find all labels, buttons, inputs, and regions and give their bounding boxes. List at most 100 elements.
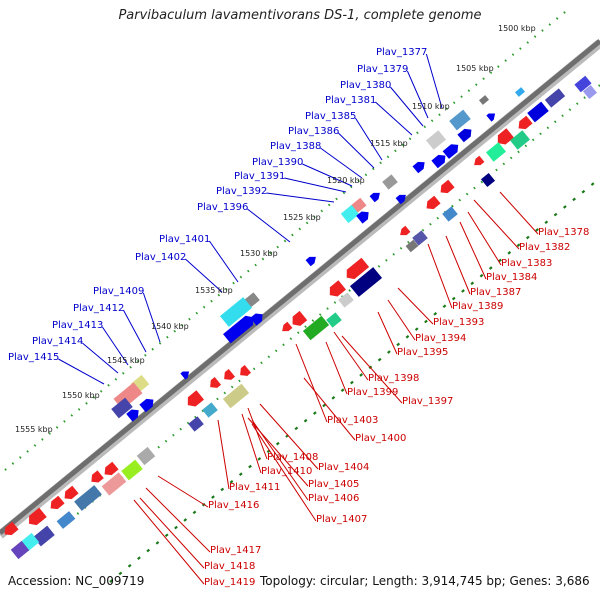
gene-label: Plav_1405 <box>308 479 360 490</box>
leader-line <box>208 240 239 283</box>
reverse-gene <box>136 446 156 466</box>
reverse-gene <box>121 459 143 481</box>
forward-gene <box>340 204 360 224</box>
leader-line <box>133 499 205 585</box>
reverse-gene <box>222 383 250 409</box>
tick-label: 1540 kbp <box>151 322 189 331</box>
gene-label: Plav_1386 <box>288 126 340 137</box>
reverse-gene <box>101 472 127 496</box>
genome-stats-text: Topology: circular; Length: 3,914,745 bp… <box>260 574 590 588</box>
gene-label: Plav_1403 <box>327 415 379 426</box>
forward-gene <box>395 194 406 205</box>
reverse-gene <box>474 155 485 166</box>
forward-gene <box>180 371 190 380</box>
forward-gene <box>305 256 316 267</box>
leader-line <box>333 331 369 381</box>
gene-label: Plav_1412 <box>73 303 125 314</box>
gene-label: Plav_1417 <box>210 545 262 556</box>
forward-gene <box>412 161 425 174</box>
reverse-gene <box>544 88 566 108</box>
gene-label: Plav_1416 <box>208 500 260 511</box>
forward-gene <box>515 87 525 97</box>
forward-gene <box>442 144 459 159</box>
tick-label: 1545 kbp <box>107 356 145 365</box>
reverse-gene <box>527 101 549 123</box>
gene-label: Plav_1379 <box>357 64 409 75</box>
gene-label: Plav_1400 <box>355 433 407 444</box>
forward-gene <box>582 84 598 100</box>
reverse-gene <box>104 461 119 476</box>
gene-label: Plav_1382 <box>519 242 571 253</box>
tick-label: 1535 kbp <box>195 286 233 295</box>
forward-gene <box>219 297 253 327</box>
gene-label: Plav_1384 <box>486 272 538 283</box>
reverse-gene <box>480 172 496 188</box>
leader-line <box>473 199 520 250</box>
gene-label: Plav_1393 <box>433 317 485 328</box>
reverse-gene <box>349 267 383 297</box>
accession-text: Accession: NC_009719 <box>8 574 145 588</box>
gene-label: Plav_1418 <box>204 561 256 572</box>
leader-line <box>139 497 205 569</box>
tick-label: 1550 kbp <box>62 391 100 400</box>
reverse-gene <box>400 225 411 236</box>
reverse-genes <box>4 88 566 560</box>
forward-gene <box>486 113 496 122</box>
reverse-gene <box>91 470 104 483</box>
outer-dotted-track <box>4 7 571 471</box>
reverse-gene <box>4 521 19 536</box>
leader-line <box>425 53 443 109</box>
reverse-gene <box>292 310 308 326</box>
gene-label: Plav_1390 <box>252 157 304 168</box>
reverse-gene <box>326 312 342 328</box>
gene-label: Plav_1391 <box>234 171 286 182</box>
tick-label: 1555 kbp <box>15 425 53 434</box>
reverse-gene <box>210 376 222 388</box>
reverse-gene <box>10 540 30 560</box>
reverse-gene <box>442 206 458 222</box>
gene-label: Plav_1380 <box>340 80 392 91</box>
leader-line <box>459 221 487 280</box>
reverse-gene <box>188 416 204 432</box>
leader-line <box>247 208 291 243</box>
gene-label: Plav_1408 <box>267 452 319 463</box>
reverse-gene <box>240 364 252 376</box>
gene-label: Plav_1409 <box>93 286 145 297</box>
reverse-gene <box>33 525 55 547</box>
gene-label: Plav_1396 <box>197 202 249 213</box>
gene-label: Plav_1407 <box>316 514 368 525</box>
leader-line <box>341 335 403 404</box>
forward-gene <box>250 313 263 326</box>
leader-line <box>247 407 268 460</box>
gene-label: Plav_1394 <box>415 333 467 344</box>
forward-genes <box>111 75 598 422</box>
forward-gene <box>479 95 489 105</box>
tick-label: 1530 kbp <box>240 249 278 258</box>
forward-gene <box>356 211 369 224</box>
gene-label: Plav_1411 <box>229 482 281 493</box>
reverse-gene <box>187 390 204 407</box>
leader-line <box>406 70 429 119</box>
reverse-gene <box>74 485 102 511</box>
forward-gene <box>126 409 139 422</box>
leader-line <box>387 299 416 341</box>
genome-backbone <box>0 39 600 535</box>
gene-label: Plav_1389 <box>452 301 504 312</box>
gene-label: Plav_1385 <box>305 111 357 122</box>
leader-line <box>185 258 223 293</box>
gene-label: Plav_1414 <box>32 336 84 347</box>
forward-gene <box>223 315 254 344</box>
tick-label: 1525 kbp <box>283 213 321 222</box>
reverse-gene <box>405 239 419 253</box>
tick-label: 1515 kbp <box>370 139 408 148</box>
reverse-gene <box>486 142 506 162</box>
leader-line <box>251 423 317 522</box>
gene-label: Plav_1402 <box>135 252 187 263</box>
leader-line <box>101 326 129 366</box>
reverse-gene <box>346 257 370 280</box>
forward-gene <box>449 109 471 131</box>
mid-dotted-track <box>69 84 600 521</box>
reverse-gene <box>440 179 455 194</box>
leader-line <box>241 413 262 474</box>
leader-line <box>302 163 353 187</box>
